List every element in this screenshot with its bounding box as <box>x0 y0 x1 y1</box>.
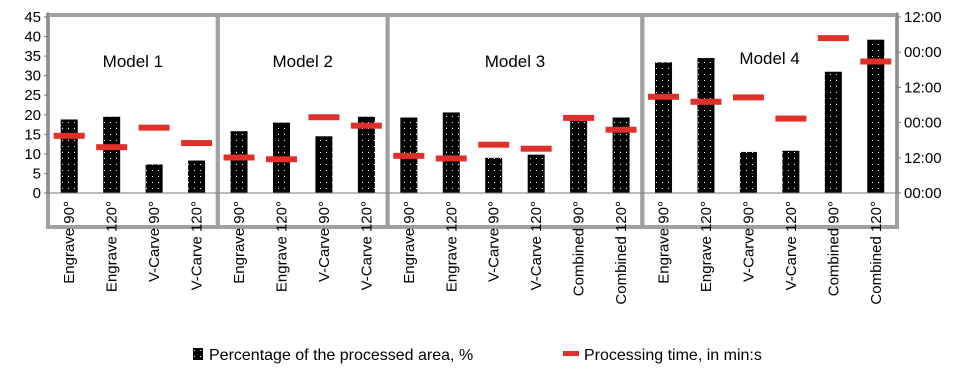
time-marker-series <box>53 35 892 163</box>
bar <box>442 112 460 193</box>
category-label: V-Carve 120° <box>528 201 545 290</box>
bar <box>612 117 630 193</box>
bar <box>655 62 673 193</box>
model-group-label: Model 1 <box>103 52 163 71</box>
left-tick-label: 20 <box>24 107 41 124</box>
legend-marker-swatch <box>563 351 579 356</box>
bar <box>357 116 375 193</box>
bar <box>570 120 588 193</box>
category-label: V-Carve 90° <box>486 201 503 282</box>
bar <box>527 154 545 193</box>
model-group-label: Model 4 <box>739 49 799 68</box>
bar <box>824 71 842 193</box>
bar <box>867 39 885 193</box>
time-marker <box>775 115 807 122</box>
time-marker <box>265 156 297 163</box>
axes: 0 5 10 15 20 25 30 35 40 45 00:00 12:00 00:00 12:00 00… <box>24 9 941 202</box>
category-label: Combined 120° <box>613 201 630 305</box>
category-label: Engrave 120° <box>273 201 290 292</box>
bar <box>60 119 78 193</box>
bar <box>103 116 121 193</box>
model-group-label: Model 3 <box>485 52 545 71</box>
category-label: V-Carve 90° <box>146 201 163 282</box>
model-group-box <box>385 13 645 229</box>
category-labels: Engrave 90° Engrave 120° V-Carve 90° V-Carv… <box>61 201 885 305</box>
left-tick-label: 40 <box>24 29 41 46</box>
legend: Percentage of the processed area, % Proc… <box>193 347 762 364</box>
left-tick-label: 30 <box>24 68 41 85</box>
model-group-boxes <box>46 13 899 229</box>
left-tick-label: 45 <box>24 9 41 26</box>
time-marker <box>860 58 892 65</box>
right-tick-label: 12:00 <box>904 150 942 167</box>
time-marker <box>435 155 467 162</box>
bar <box>485 157 503 193</box>
category-label: Engrave 120° <box>104 201 121 292</box>
right-tick-label: 00:00 <box>904 44 942 61</box>
category-label: Engrave 90° <box>401 201 418 284</box>
category-label: V-Carve 90° <box>316 201 333 282</box>
model-group-label: Model 2 <box>272 52 332 71</box>
time-marker <box>308 114 340 121</box>
legend-marker-label: Processing time, in min:s <box>584 347 762 364</box>
category-label: Combined 90° <box>571 201 588 296</box>
model-group-box <box>640 13 899 229</box>
time-marker <box>350 122 382 129</box>
left-tick-label: 5 <box>33 165 41 182</box>
time-marker <box>732 94 764 101</box>
category-label: Engrave 90° <box>656 201 673 284</box>
category-label: Engrave 90° <box>231 201 248 284</box>
legend-bar-swatch <box>193 348 203 360</box>
time-marker <box>223 154 255 161</box>
category-label: V-Carve 120° <box>358 201 375 290</box>
left-tick-label: 25 <box>24 87 41 104</box>
bar <box>145 164 163 193</box>
category-label: Combined 90° <box>825 201 842 296</box>
bar <box>782 150 800 193</box>
time-marker <box>648 93 680 100</box>
bar <box>230 131 248 193</box>
time-marker <box>605 126 637 133</box>
bar <box>697 58 715 193</box>
right-tick-label: 00:00 <box>904 115 942 132</box>
time-marker <box>138 124 170 131</box>
time-marker <box>520 145 552 152</box>
time-marker <box>96 144 128 151</box>
category-label: Engrave 90° <box>61 201 78 284</box>
time-marker <box>563 114 595 121</box>
left-tick-label: 0 <box>33 185 41 202</box>
right-tick-label: 00:00 <box>904 185 942 202</box>
time-marker <box>817 35 849 42</box>
category-label: V-Carve 120° <box>189 201 206 290</box>
category-label: Engrave 120° <box>698 201 715 292</box>
model-group-labels: Model 1 Model 2 Model 3 Model 4 <box>103 49 800 71</box>
legend-bar-label: Percentage of the processed area, % <box>209 347 473 364</box>
left-tick-label: 10 <box>24 146 41 163</box>
left-tick-label: 15 <box>24 126 41 143</box>
left-tick-label: 35 <box>24 48 41 65</box>
time-marker <box>690 98 722 105</box>
right-tick-label: 12:00 <box>904 9 942 26</box>
time-marker <box>478 141 510 148</box>
time-marker <box>181 140 213 147</box>
category-label: Combined 120° <box>868 201 885 305</box>
category-label: V-Carve 120° <box>783 201 800 290</box>
time-marker <box>53 132 85 139</box>
category-label: V-Carve 90° <box>740 201 757 282</box>
bar <box>188 160 206 193</box>
category-label: Engrave 120° <box>443 201 460 292</box>
time-marker <box>393 152 425 159</box>
right-tick-label: 12:00 <box>904 79 942 96</box>
bar <box>315 136 333 193</box>
bar <box>739 151 757 193</box>
